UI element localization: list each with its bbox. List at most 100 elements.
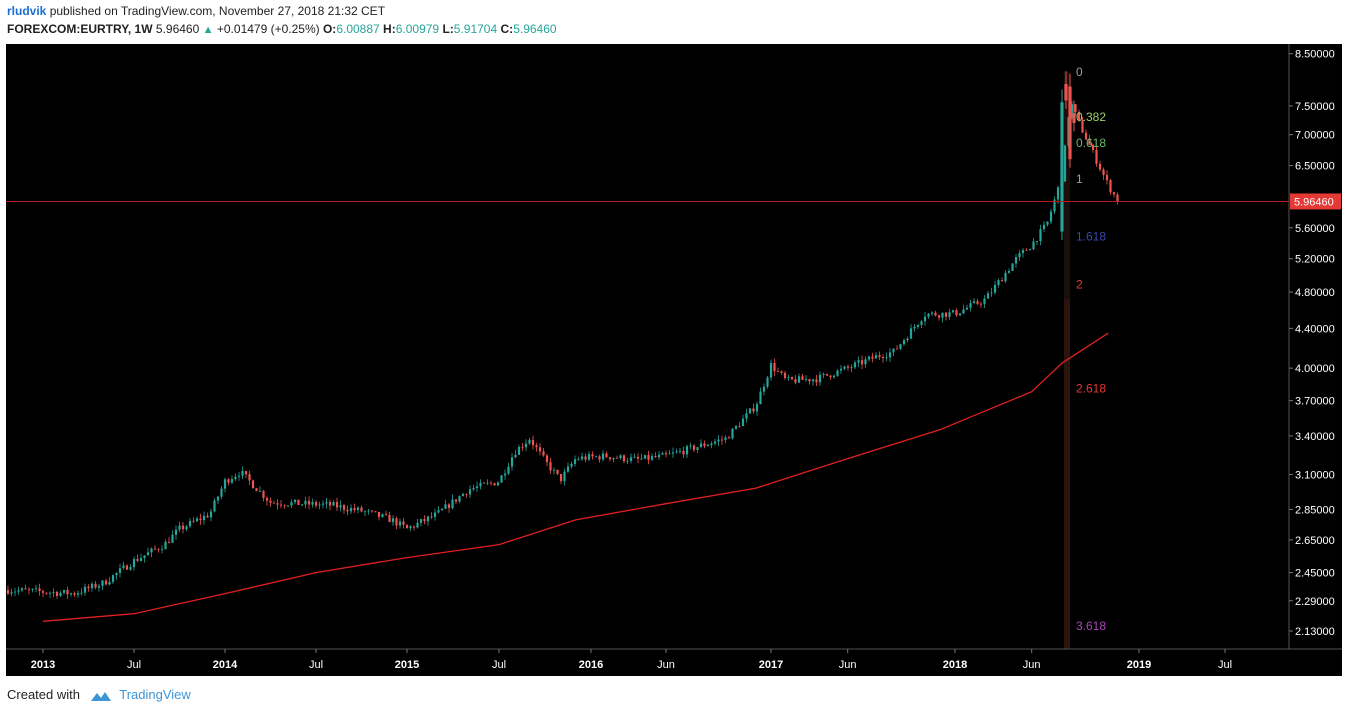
candle-body [510,457,514,467]
author-name[interactable]: rludvik [7,4,47,18]
candle-body [650,456,654,460]
candle-body [307,500,311,505]
candle-body [297,499,300,505]
candle-body [489,482,493,484]
candle-body [139,558,143,561]
candle-body [986,293,990,299]
candle-body [255,488,258,492]
candle-body [734,426,738,429]
candle-body [559,473,563,482]
candle-body [766,377,769,387]
fib-level-label: 2.618 [1076,381,1106,395]
candle-body [248,474,251,481]
x-tick-label: Jul [309,659,323,671]
candle-body [797,376,801,383]
candle-body [6,589,10,594]
candle-body [972,301,976,304]
candle-body [976,301,979,304]
candle-body [1109,180,1112,193]
candle-body [832,375,836,378]
candle-body [363,511,367,513]
candle-body [419,519,423,523]
candle-body [1074,104,1077,112]
candle-body [360,507,363,512]
candle-body [794,379,797,383]
fib-level-label: 2 [1076,277,1083,291]
candle-body [818,374,822,383]
candle-body [234,476,237,480]
price-chart[interactable]: 0 0.382 0.618 1 1.618 2 2.618 3.618 8.50000 7.50… [6,44,1342,676]
candle-body [157,549,160,550]
candle-body [367,510,370,512]
candle-body [601,453,605,460]
open-label: O: [322,22,337,36]
candle-body [38,588,41,592]
candle-body [993,285,997,293]
candle-body [608,457,612,460]
candle-body [871,356,874,359]
candle-body [48,592,52,594]
candle-body [314,502,318,506]
candle-body [300,504,304,506]
candle-body [409,526,412,529]
candle-body [769,362,773,378]
candle-body [783,372,787,378]
candle-body [787,377,790,378]
candle-body [983,298,986,304]
candle-body [227,479,230,483]
tradingview-link[interactable]: TradingView [119,687,191,702]
candle-body [437,510,440,513]
candle-body [524,443,528,448]
candle-body [94,583,97,588]
candle-body [759,391,762,405]
candle-body [640,458,643,460]
candle-body [913,326,916,329]
candle-body [731,428,734,439]
candle-body [517,446,521,455]
candle-body [930,312,934,314]
candle-body [853,362,857,368]
y-tick-label: 3.10000 [1295,469,1335,481]
candle-body [185,526,188,530]
candle-body [181,525,185,530]
candle-body [206,515,209,518]
candle-body [1095,149,1098,164]
candle-body [990,292,993,294]
candle-body [535,445,538,448]
candle-body [808,379,811,382]
candle-body [615,457,619,459]
candle-body [328,502,332,506]
candle-body [1053,199,1056,212]
candle-body [111,575,115,582]
y-tick-label: 2.13000 [1295,626,1335,638]
candle-body [969,303,972,308]
candle-body [566,466,570,472]
plot-area[interactable]: 0 0.382 0.618 1 1.618 2 2.618 3.618 [6,65,1289,650]
candle-body [710,443,713,445]
candle-body [468,489,472,495]
low-value: 5.91704 [453,22,498,36]
candle-body [1116,194,1119,202]
candle-body [1064,83,1068,101]
candle-body [279,504,283,506]
candle-body [549,462,552,471]
candle-body [503,473,507,476]
candle-body [395,518,398,526]
candle-body [643,455,647,459]
candle-body [272,502,276,504]
candle-body [276,503,279,505]
time-axis[interactable]: 2013 Jul 2014 Jul 2015 Jul 2016 Jun 2017 Jun 2018 J… [31,649,1232,671]
candle-body [836,370,839,376]
price-axis[interactable]: 8.50000 7.50000 7.00000 6.50000 5.60000 5.200… [1289,49,1341,638]
candle-body [741,418,745,427]
candle-body [895,348,899,350]
y-tick-label: 8.50000 [1295,49,1335,61]
last-price-tag [1290,193,1341,210]
candle-body [531,439,535,446]
candle-body [311,502,314,505]
candle-body [1056,187,1060,200]
candle-body [209,511,213,518]
x-tick-label: Jul [1218,659,1232,671]
x-tick-label: 2019 [1127,659,1151,671]
candle-body [671,452,675,454]
